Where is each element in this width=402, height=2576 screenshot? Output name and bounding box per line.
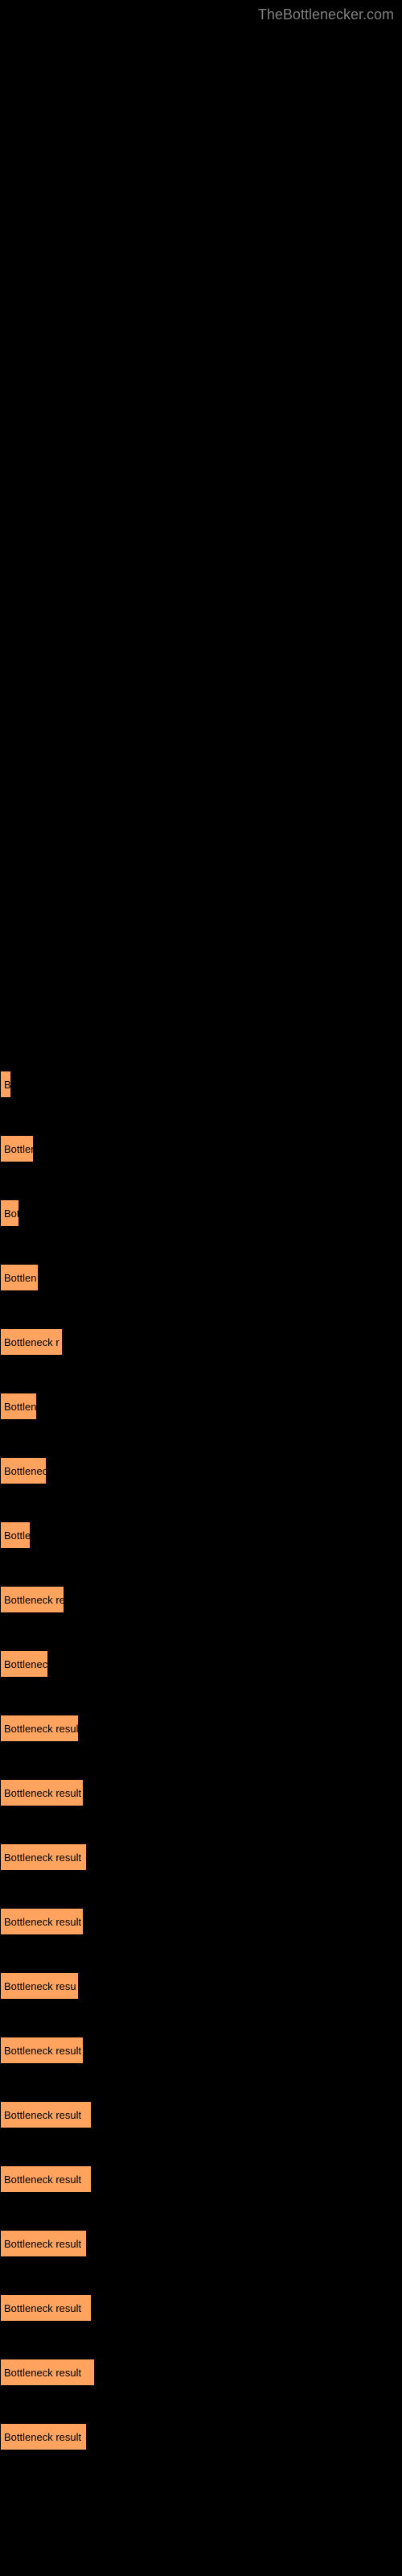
bar: Bottleneck result bbox=[0, 1779, 84, 1806]
bar-row: Bottleneck result bbox=[0, 1779, 402, 1806]
bar: Bottleneck result bbox=[0, 1843, 87, 1871]
bar: Bottle bbox=[0, 1521, 31, 1549]
bar: Bottleneck r bbox=[0, 1328, 63, 1356]
bar-row: Bottleneck re bbox=[0, 1586, 402, 1613]
bar: Bottleneck result bbox=[0, 2230, 87, 2257]
bar: Bottleneck result bbox=[0, 1908, 84, 1935]
bar-row: Bottleneck resul bbox=[0, 1715, 402, 1742]
bar: Bottleneck result bbox=[0, 2294, 92, 2322]
bar: Bottlen bbox=[0, 1135, 34, 1162]
bar-row: Bottleneck result bbox=[0, 2294, 402, 2322]
bar: Bottlenec bbox=[0, 1650, 48, 1678]
bar: Bottlen bbox=[0, 1264, 39, 1291]
watermark-text: TheBottlenecker.com bbox=[258, 6, 394, 23]
bar: Bottleneck result bbox=[0, 2359, 95, 2386]
bar-row: Bottle bbox=[0, 1521, 402, 1549]
bar: Bottleneck result bbox=[0, 2101, 92, 2128]
bar: Bottleneck resu bbox=[0, 1972, 79, 2000]
bar: Bottleneck result bbox=[0, 2037, 84, 2064]
bar: B bbox=[0, 1071, 11, 1098]
bar-row: Bottleneck result bbox=[0, 2165, 402, 2193]
bar: Bottleneck resul bbox=[0, 1715, 79, 1742]
bar-row: Bottlene bbox=[0, 1393, 402, 1420]
bar-row: Bottleneck result bbox=[0, 2423, 402, 2450]
bar-row: Bottlen bbox=[0, 1135, 402, 1162]
bar-row: Bottleneck result bbox=[0, 1843, 402, 1871]
bar-row: Bottleneck result bbox=[0, 2037, 402, 2064]
bar-chart: B Bottlen Bot Bottlen Bottleneck r Bottlene Bo… bbox=[0, 0, 402, 2450]
bar-row: Bottleneck resu bbox=[0, 1972, 402, 2000]
bar-row: B bbox=[0, 1071, 402, 1098]
bar: Bottleneck result bbox=[0, 2423, 87, 2450]
bar-row: Bottleneck result bbox=[0, 2101, 402, 2128]
bar: Bottlenec bbox=[0, 1457, 47, 1484]
bar: Bot bbox=[0, 1199, 19, 1227]
bar-row: Bot bbox=[0, 1199, 402, 1227]
bar-row: Bottlen bbox=[0, 1264, 402, 1291]
bar: Bottlene bbox=[0, 1393, 37, 1420]
bar-row: Bottlenec bbox=[0, 1650, 402, 1678]
bar-row: Bottleneck result bbox=[0, 2230, 402, 2257]
bar-row: Bottleneck r bbox=[0, 1328, 402, 1356]
bar-row: Bottleneck result bbox=[0, 1908, 402, 1935]
bar-row: Bottlenec bbox=[0, 1457, 402, 1484]
bar: Bottleneck re bbox=[0, 1586, 64, 1613]
bar: Bottleneck result bbox=[0, 2165, 92, 2193]
bar-row: Bottleneck result bbox=[0, 2359, 402, 2386]
